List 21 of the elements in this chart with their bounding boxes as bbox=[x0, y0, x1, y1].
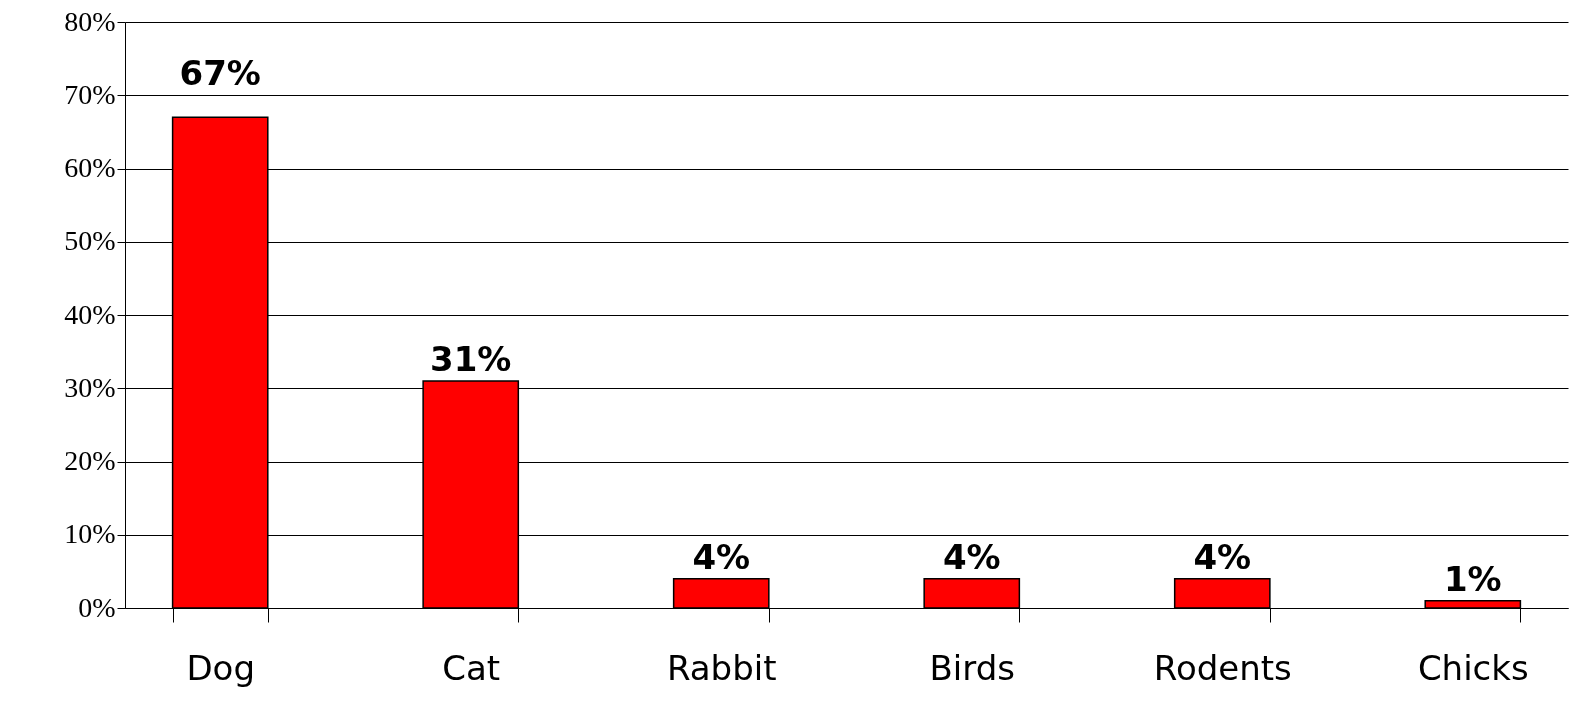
data-label: 4% bbox=[942, 536, 1001, 577]
y-tick-label: 80% bbox=[64, 5, 116, 37]
x-tick-label: Birds bbox=[929, 647, 1015, 688]
data-label: 67% bbox=[179, 53, 261, 94]
x-tick-label: Cat bbox=[442, 647, 501, 688]
x-tick-label: Chicks bbox=[1417, 647, 1529, 688]
x-tick-label: Rabbit bbox=[666, 647, 777, 688]
data-label: 31% bbox=[430, 338, 512, 379]
y-tick-label: 50% bbox=[64, 225, 116, 257]
y-tick-label: 30% bbox=[64, 371, 116, 403]
y-tick-label: 60% bbox=[64, 152, 116, 183]
y-tick-label: 20% bbox=[64, 445, 116, 476]
x-tick-label: Rodents bbox=[1153, 647, 1292, 688]
data-label: 1% bbox=[1443, 558, 1502, 599]
y-tick-label: 10% bbox=[64, 518, 116, 550]
x-tick-label: Dog bbox=[186, 647, 255, 688]
data-label: 4% bbox=[692, 536, 751, 577]
data-label: 4% bbox=[1193, 536, 1252, 577]
y-tick-label: 0% bbox=[78, 591, 116, 623]
y-tick-label: 40% bbox=[64, 298, 116, 330]
y-tick-label: 70% bbox=[64, 78, 116, 110]
